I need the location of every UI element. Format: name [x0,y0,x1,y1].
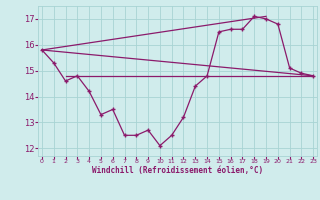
X-axis label: Windchill (Refroidissement éolien,°C): Windchill (Refroidissement éolien,°C) [92,166,263,175]
